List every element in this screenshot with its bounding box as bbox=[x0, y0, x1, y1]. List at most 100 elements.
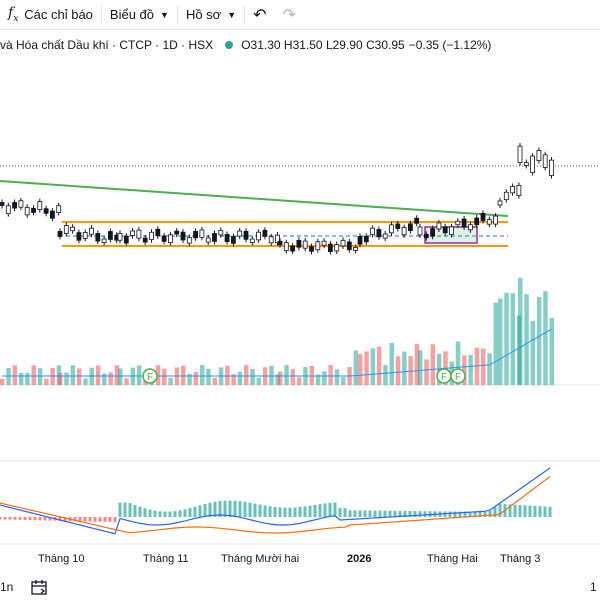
ohlc-low: L29.90 bbox=[325, 38, 363, 52]
candle-body bbox=[309, 246, 314, 252]
ohlc-open: O31.30 bbox=[241, 38, 281, 52]
chart-type-button[interactable]: Biểu đồ ▼ bbox=[102, 0, 177, 30]
volume-bar bbox=[124, 378, 129, 385]
macd-histogram-bar bbox=[333, 502, 337, 517]
volume-bar bbox=[275, 374, 280, 385]
volume-bar bbox=[518, 277, 523, 385]
volume-group bbox=[0, 277, 554, 385]
macd-histogram-bar bbox=[483, 511, 487, 517]
volume-bar bbox=[383, 365, 388, 385]
candle-body bbox=[474, 217, 480, 226]
macd-histogram-bar bbox=[408, 511, 412, 517]
volume-bar bbox=[58, 373, 63, 385]
candle-body bbox=[230, 236, 236, 244]
trendline[interactable] bbox=[0, 180, 509, 217]
candle-body bbox=[37, 201, 43, 210]
ohlc-high: H31.50 bbox=[283, 38, 323, 52]
candle-body bbox=[407, 223, 413, 232]
macd-histogram-bar bbox=[318, 504, 322, 517]
volume-bar bbox=[25, 372, 30, 385]
candle-body bbox=[370, 227, 376, 235]
volume-bar bbox=[284, 365, 289, 385]
profile-button[interactable]: Hồ sơ ▼ bbox=[178, 0, 244, 30]
volume-bar bbox=[95, 365, 101, 385]
volume-bar bbox=[136, 365, 142, 385]
macd-histogram-bar bbox=[393, 510, 397, 517]
volume-bar bbox=[322, 371, 327, 385]
macd-histogram-bar bbox=[538, 506, 542, 517]
macd-histogram-bar bbox=[478, 511, 482, 517]
candle-body bbox=[142, 237, 148, 243]
volume-bar bbox=[389, 342, 394, 385]
volume-bar bbox=[12, 365, 18, 385]
macd-histogram-bar bbox=[523, 505, 527, 517]
signal-line bbox=[0, 476, 551, 534]
volume-bar bbox=[44, 378, 49, 385]
macd-histogram-bar bbox=[218, 501, 222, 517]
candle-body bbox=[123, 235, 129, 244]
macd-histogram-bar bbox=[8, 517, 12, 520]
financial-marker-label: F bbox=[455, 372, 461, 383]
candle-body bbox=[517, 145, 523, 164]
time-label-mar: Tháng 3 bbox=[500, 553, 540, 565]
candle-body bbox=[89, 227, 94, 235]
volume-bar bbox=[212, 377, 217, 385]
candle-body bbox=[510, 186, 516, 194]
volume-bar bbox=[493, 302, 499, 385]
time-zone-label[interactable]: 1 bbox=[590, 580, 597, 594]
time-label-feb: Tháng Hai bbox=[427, 553, 478, 565]
candle-body bbox=[130, 230, 136, 236]
macd-histogram-bar bbox=[298, 506, 302, 517]
undo-button[interactable]: ↶ bbox=[245, 0, 274, 30]
volume-bar bbox=[64, 372, 69, 385]
macd-histogram-bar bbox=[103, 517, 107, 522]
macd-histogram-bar bbox=[233, 500, 237, 517]
candle-body bbox=[180, 231, 186, 241]
volume-bar bbox=[462, 355, 467, 385]
candle-body bbox=[461, 218, 467, 228]
macd-histogram-bar bbox=[188, 508, 192, 517]
candle-body bbox=[161, 235, 167, 242]
macd-histogram-bar bbox=[358, 510, 362, 517]
bottom-bar: 1n 1 bbox=[0, 574, 600, 600]
macd-histogram-bar bbox=[248, 502, 252, 517]
candle-body bbox=[186, 237, 192, 244]
candle-body bbox=[212, 233, 217, 242]
candle-body bbox=[417, 226, 423, 236]
macd-histogram-bar bbox=[473, 511, 477, 517]
calendar-icon[interactable] bbox=[30, 578, 48, 596]
candle-body bbox=[486, 219, 492, 225]
macd-histogram-bar bbox=[363, 510, 367, 517]
volume-bar bbox=[256, 377, 262, 385]
candle-body bbox=[31, 207, 36, 213]
candle-body bbox=[277, 240, 283, 246]
volume-bar bbox=[108, 372, 113, 385]
macd-histogram-bar bbox=[123, 502, 127, 517]
indicators-button[interactable]: fx Các chỉ báo bbox=[0, 0, 101, 30]
volume-bar bbox=[504, 292, 509, 385]
candle-body bbox=[237, 230, 243, 237]
macd-histogram-bar bbox=[548, 506, 552, 517]
candle-body bbox=[256, 231, 262, 241]
symbol-title[interactable]: và Hóa chất Dầu khí · CTCP · 1D · HSX bbox=[0, 38, 214, 52]
volume-bar bbox=[315, 374, 321, 385]
macd-histogram-bar bbox=[203, 503, 207, 517]
candles-group bbox=[0, 143, 554, 255]
function-icon: fx bbox=[8, 5, 19, 24]
macd-histogram-bar bbox=[173, 511, 177, 517]
candle-body bbox=[24, 207, 30, 216]
candle-body bbox=[414, 217, 420, 224]
candle-body bbox=[18, 200, 24, 208]
volume-bar bbox=[102, 373, 107, 385]
redo-button[interactable]: ↷ bbox=[275, 0, 304, 30]
candle-body bbox=[205, 237, 211, 243]
candle-body bbox=[56, 205, 62, 213]
range-button[interactable]: 1n bbox=[0, 580, 14, 594]
volume-bar bbox=[244, 365, 249, 385]
macd-histogram-bar bbox=[33, 517, 37, 521]
macd-histogram-bar bbox=[383, 510, 387, 517]
candle-body bbox=[334, 244, 340, 252]
candle-body bbox=[243, 230, 249, 240]
candle-body bbox=[449, 226, 454, 235]
